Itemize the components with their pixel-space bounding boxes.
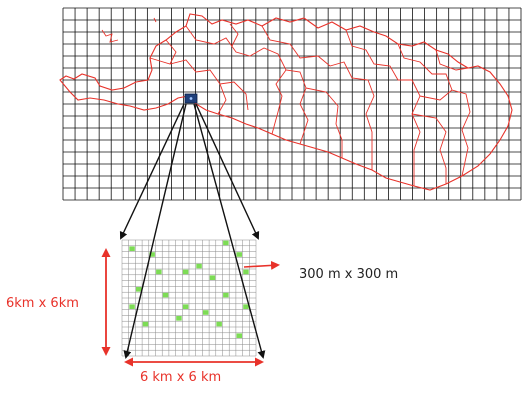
sample-cell-marker <box>203 310 209 315</box>
coarse-grid <box>62 7 522 201</box>
side-size-label: 6km x 6km <box>6 296 79 311</box>
sample-cell-marker <box>243 304 249 309</box>
region-map <box>59 7 522 201</box>
sample-cell-marker <box>129 246 135 251</box>
selected-cell-marker <box>189 97 193 100</box>
sample-cell-marker <box>142 321 149 327</box>
cell-size-label: 300 m x 300 m <box>299 267 399 282</box>
sample-cell-marker <box>136 287 142 292</box>
sample-cell-marker <box>243 269 249 275</box>
zoom-arrow-top-left <box>119 103 185 240</box>
zoom-arrow-bottom-left <box>123 103 187 359</box>
sample-cell-marker <box>236 252 242 257</box>
sample-cell-marker <box>176 316 182 321</box>
sample-cell-marker <box>209 275 216 280</box>
bottom-size-label: 6 km x 6 km <box>140 370 222 385</box>
sample-cell-marker <box>162 292 169 298</box>
zoom-arrow-bottom-right <box>193 103 266 359</box>
sample-cell-marker <box>236 333 242 338</box>
cell-size-pointer-arrow <box>243 260 280 270</box>
sample-cell-marker <box>216 321 222 327</box>
arrows <box>101 103 280 367</box>
sample-cell-marker <box>223 240 229 246</box>
sample-cell-marker <box>182 269 189 275</box>
sample-cell-marker <box>149 252 155 257</box>
region-internal-borders <box>101 17 471 186</box>
sample-cells <box>129 240 249 338</box>
sample-cell-marker <box>223 292 229 298</box>
sample-cell-marker <box>156 269 162 275</box>
zoom-arrow-top-right <box>195 103 260 240</box>
zoomed-cell <box>121 239 257 357</box>
fine-grid <box>121 239 257 357</box>
sample-cell-marker <box>129 304 135 309</box>
sample-cell-marker <box>196 263 202 269</box>
region-boundary-outline <box>59 13 513 191</box>
sample-cell-marker <box>182 304 189 309</box>
